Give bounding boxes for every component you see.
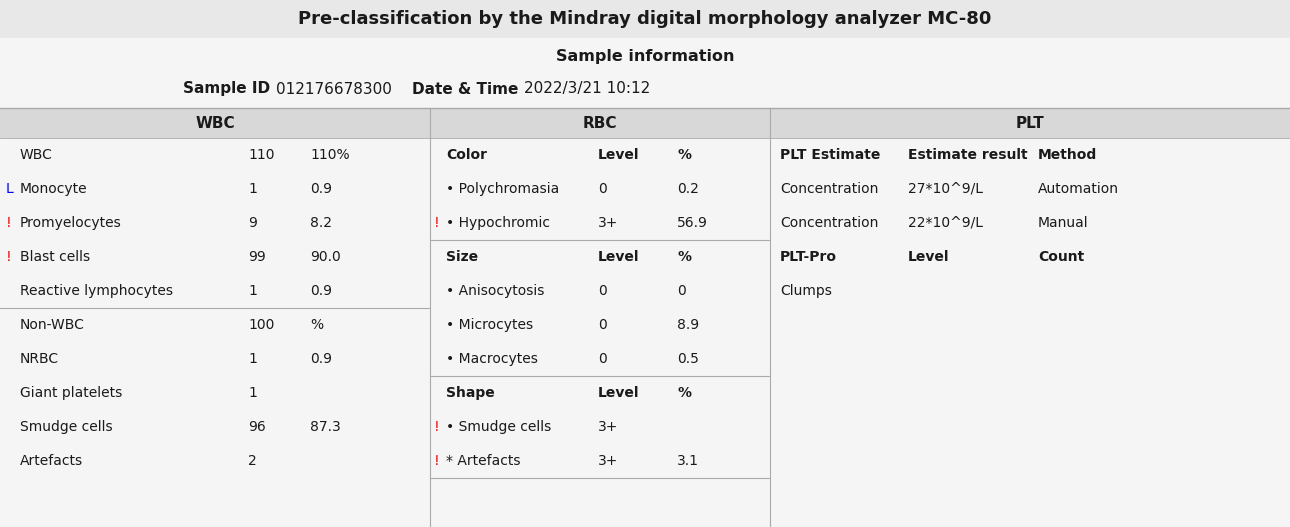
Text: %: %: [677, 148, 691, 162]
Text: 1: 1: [248, 386, 257, 400]
Text: Count: Count: [1038, 250, 1085, 264]
Text: Level: Level: [908, 250, 949, 264]
Text: Concentration: Concentration: [780, 216, 878, 230]
Text: Shape: Shape: [446, 386, 495, 400]
Text: PLT: PLT: [1015, 115, 1045, 131]
Text: Concentration: Concentration: [780, 182, 878, 196]
Text: Size: Size: [446, 250, 479, 264]
Text: 27*10^9/L: 27*10^9/L: [908, 182, 983, 196]
Text: Promyelocytes: Promyelocytes: [21, 216, 121, 230]
Text: RBC: RBC: [583, 115, 617, 131]
Text: • Microcytes: • Microcytes: [446, 318, 533, 332]
Text: 22*10^9/L: 22*10^9/L: [908, 216, 983, 230]
Text: 2022/3/21 10:12: 2022/3/21 10:12: [524, 82, 650, 96]
Text: 2: 2: [248, 454, 257, 468]
Text: 110: 110: [248, 148, 275, 162]
Text: Level: Level: [599, 148, 640, 162]
Text: 0: 0: [599, 318, 606, 332]
Text: 0.5: 0.5: [677, 352, 699, 366]
Text: PLT Estimate: PLT Estimate: [780, 148, 880, 162]
Text: • Anisocytosis: • Anisocytosis: [446, 284, 544, 298]
Text: !: !: [433, 216, 440, 230]
Text: 96: 96: [248, 420, 266, 434]
Text: 0: 0: [677, 284, 686, 298]
Text: %: %: [677, 386, 691, 400]
Text: %: %: [310, 318, 322, 332]
Bar: [430, 108, 770, 138]
Text: Clumps: Clumps: [780, 284, 832, 298]
Text: 0: 0: [599, 352, 606, 366]
Text: WBC: WBC: [21, 148, 53, 162]
Text: • Hypochromic: • Hypochromic: [446, 216, 550, 230]
Text: • Smudge cells: • Smudge cells: [446, 420, 551, 434]
Text: 0.2: 0.2: [677, 182, 699, 196]
Text: NRBC: NRBC: [21, 352, 59, 366]
Text: 3.1: 3.1: [677, 454, 699, 468]
Text: !: !: [6, 250, 12, 264]
Text: Giant platelets: Giant platelets: [21, 386, 123, 400]
Text: !: !: [433, 454, 440, 468]
Text: Reactive lymphocytes: Reactive lymphocytes: [21, 284, 173, 298]
Text: 56.9: 56.9: [677, 216, 708, 230]
Text: Pre-classification by the Mindray digital morphology analyzer MC-80: Pre-classification by the Mindray digita…: [298, 10, 992, 28]
Text: Artefacts: Artefacts: [21, 454, 83, 468]
Text: Automation: Automation: [1038, 182, 1118, 196]
Text: Sample ID: Sample ID: [183, 82, 270, 96]
Text: 9: 9: [248, 216, 257, 230]
Text: Sample information: Sample information: [556, 48, 734, 63]
Text: 0.9: 0.9: [310, 284, 332, 298]
Text: 8.2: 8.2: [310, 216, 332, 230]
Text: PLT-Pro: PLT-Pro: [780, 250, 837, 264]
Text: L: L: [6, 182, 14, 196]
Text: 0.9: 0.9: [310, 182, 332, 196]
Text: !: !: [6, 216, 12, 230]
Text: Non-WBC: Non-WBC: [21, 318, 85, 332]
Text: Level: Level: [599, 386, 640, 400]
Text: 1: 1: [248, 284, 257, 298]
Text: * Artefacts: * Artefacts: [446, 454, 520, 468]
Bar: [0, 0, 1290, 38]
Text: WBC: WBC: [195, 115, 235, 131]
Text: Date & Time: Date & Time: [412, 82, 519, 96]
Text: 100: 100: [248, 318, 275, 332]
Text: 3+: 3+: [599, 420, 618, 434]
Text: 87.3: 87.3: [310, 420, 341, 434]
Text: 8.9: 8.9: [677, 318, 699, 332]
Text: Estimate result: Estimate result: [908, 148, 1028, 162]
Text: Manual: Manual: [1038, 216, 1089, 230]
Text: 0.9: 0.9: [310, 352, 332, 366]
Text: 110%: 110%: [310, 148, 350, 162]
Text: Smudge cells: Smudge cells: [21, 420, 112, 434]
Text: Monocyte: Monocyte: [21, 182, 88, 196]
Text: • Polychromasia: • Polychromasia: [446, 182, 560, 196]
Text: %: %: [677, 250, 691, 264]
Bar: [770, 108, 1290, 138]
Text: 1: 1: [248, 182, 257, 196]
Text: • Macrocytes: • Macrocytes: [446, 352, 538, 366]
Text: 0: 0: [599, 182, 606, 196]
Bar: [0, 108, 430, 138]
Text: 3+: 3+: [599, 216, 618, 230]
Text: 90.0: 90.0: [310, 250, 341, 264]
Text: 99: 99: [248, 250, 266, 264]
Text: 1: 1: [248, 352, 257, 366]
Text: Level: Level: [599, 250, 640, 264]
Text: 012176678300: 012176678300: [276, 82, 392, 96]
Text: 3+: 3+: [599, 454, 618, 468]
Text: !: !: [433, 420, 440, 434]
Text: 0: 0: [599, 284, 606, 298]
Text: Color: Color: [446, 148, 488, 162]
Text: Method: Method: [1038, 148, 1098, 162]
Text: Blast cells: Blast cells: [21, 250, 90, 264]
